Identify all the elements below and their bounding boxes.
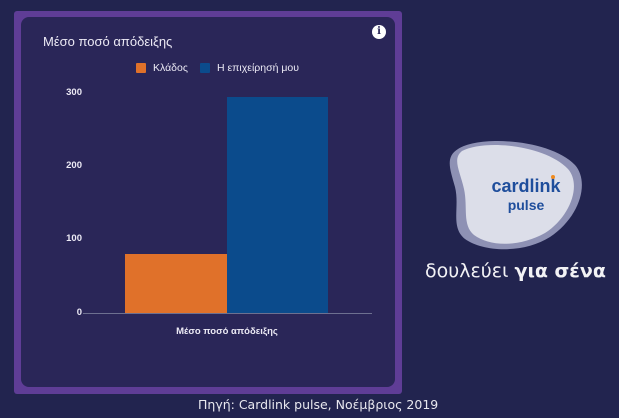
source-caption: Πηγή: Cardlink pulse, Νοέμβριος 2019 <box>198 397 439 412</box>
chart-title: Μέσο ποσό απόδειξης <box>43 34 173 49</box>
chart-legend: Κλάδος Η επιχείρησή μου <box>0 62 619 78</box>
brand-tagline: δουλεύει για σένα <box>425 260 606 282</box>
legend-swatch-blue <box>200 63 210 73</box>
chart-card <box>21 17 395 387</box>
legend-item-my-business[interactable]: Η επιχείρησή μου <box>200 62 299 74</box>
info-icon[interactable]: i <box>372 25 386 39</box>
svg-text:pulse: pulse <box>508 197 545 213</box>
legend-swatch-orange <box>136 63 146 73</box>
legend-label: Η επιχείρησή μου <box>217 62 299 74</box>
tagline-bold: για σένα <box>514 260 606 282</box>
tagline-regular: δουλεύει <box>425 260 515 282</box>
svg-text:cardlink: cardlink <box>491 176 561 196</box>
y-tick-0: 0 <box>76 307 82 318</box>
y-tick-100: 100 <box>66 233 82 244</box>
bar-industry[interactable] <box>125 254 227 313</box>
bar-my-business[interactable] <box>227 96 328 313</box>
legend-label: Κλάδος <box>153 62 188 74</box>
x-axis-line <box>83 313 372 314</box>
y-tick-200: 200 <box>66 160 82 171</box>
cardlink-pulse-logo: cardlink pulse <box>449 141 582 250</box>
y-tick-300: 300 <box>66 87 82 98</box>
legend-item-industry[interactable]: Κλάδος <box>136 62 188 74</box>
x-axis-category-label: Μέσο ποσό απόδειξης <box>176 326 278 337</box>
